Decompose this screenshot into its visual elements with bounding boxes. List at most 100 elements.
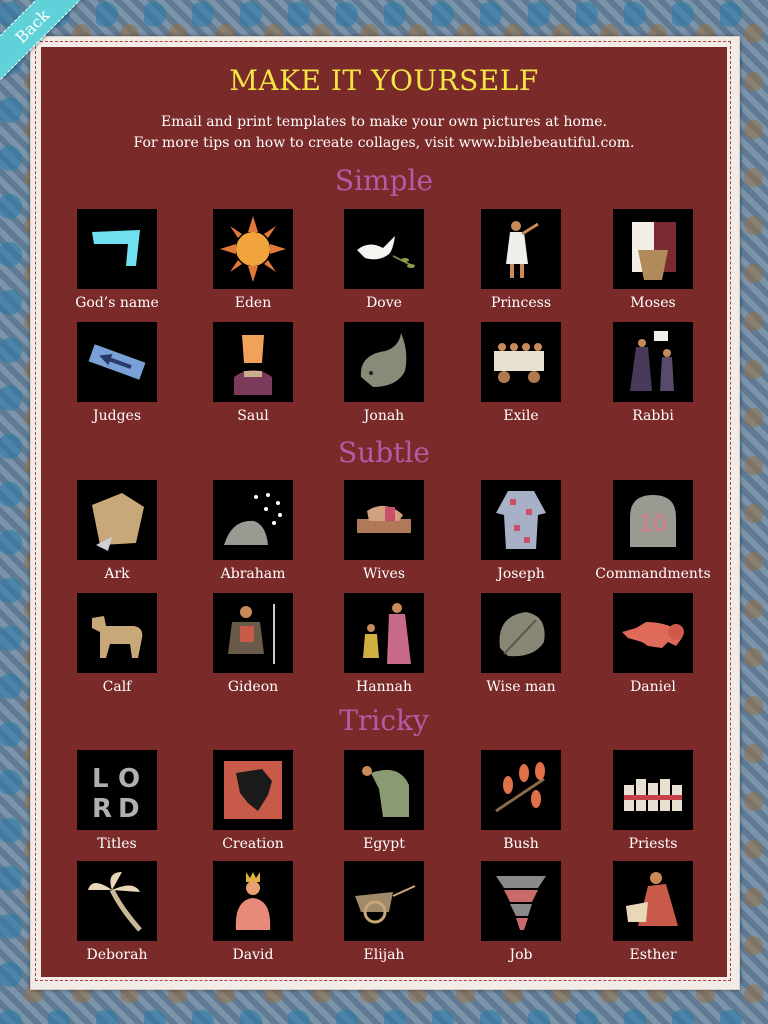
david-icon bbox=[213, 861, 293, 941]
template-label: Moses bbox=[630, 295, 676, 311]
template-titles[interactable]: L O R D Titles bbox=[52, 750, 182, 852]
template-priests[interactable]: Priests bbox=[588, 750, 718, 852]
map-icon bbox=[213, 750, 293, 830]
template-deborah[interactable]: Deborah bbox=[52, 861, 182, 963]
wives-icon bbox=[344, 480, 424, 560]
template-moses[interactable]: Moses bbox=[588, 209, 718, 311]
template-abraham[interactable]: Abraham bbox=[188, 480, 318, 582]
template-label: Jonah bbox=[363, 408, 405, 424]
description-line-2: For more tips on how to create collages,… bbox=[133, 135, 635, 151]
page-description: Email and print templates to make your o… bbox=[0, 112, 768, 154]
template-label: Ark bbox=[104, 566, 130, 582]
template-creation[interactable]: Creation bbox=[188, 750, 318, 852]
sun-icon bbox=[213, 209, 293, 289]
letter-o: O bbox=[118, 764, 140, 794]
template-saul[interactable]: Saul bbox=[188, 322, 318, 424]
template-label: Dove bbox=[366, 295, 402, 311]
template-joseph[interactable]: Joseph bbox=[456, 480, 586, 582]
template-daniel[interactable]: Daniel bbox=[588, 593, 718, 695]
template-esther[interactable]: Esther bbox=[588, 861, 718, 963]
palm-tree-icon bbox=[77, 861, 157, 941]
section-heading-simple: Simple bbox=[334, 164, 434, 197]
description-line-1: Email and print templates to make your o… bbox=[161, 114, 607, 130]
ark-icon bbox=[77, 480, 157, 560]
calf-icon bbox=[77, 593, 157, 673]
template-ark[interactable]: Ark bbox=[52, 480, 182, 582]
template-exile[interactable]: Exile bbox=[456, 322, 586, 424]
chariot-icon bbox=[344, 861, 424, 941]
template-calf[interactable]: Calf bbox=[52, 593, 182, 695]
template-label: Wives bbox=[363, 566, 405, 582]
esther-icon bbox=[613, 861, 693, 941]
template-label: Judges bbox=[92, 408, 142, 424]
template-label: Joseph bbox=[497, 566, 545, 582]
letter-l: L bbox=[92, 764, 109, 794]
template-label: Abraham bbox=[220, 566, 286, 582]
lion-icon bbox=[613, 593, 693, 673]
coat-icon bbox=[481, 480, 561, 560]
hannah-icon bbox=[344, 593, 424, 673]
letter-d: D bbox=[118, 794, 140, 824]
template-label: Gideon bbox=[227, 679, 279, 695]
template-label: Eden bbox=[234, 295, 272, 311]
template-wise-man[interactable]: Wise man bbox=[456, 593, 586, 695]
template-label: Creation bbox=[222, 836, 284, 852]
template-egypt[interactable]: Egypt bbox=[319, 750, 449, 852]
stars-icon bbox=[213, 480, 293, 560]
template-label: Rabbi bbox=[632, 408, 674, 424]
template-wives[interactable]: Wives bbox=[319, 480, 449, 582]
letter-r: R bbox=[92, 794, 112, 824]
section-heading-tricky: Tricky bbox=[339, 704, 429, 737]
template-label: Princess bbox=[490, 295, 552, 311]
template-hannah[interactable]: Hannah bbox=[319, 593, 449, 695]
priests-icon bbox=[613, 750, 693, 830]
template-princess[interactable]: Princess bbox=[456, 209, 586, 311]
template-label: Job bbox=[509, 947, 533, 963]
leaf-icon bbox=[481, 593, 561, 673]
commandments-number: 10 bbox=[639, 512, 667, 537]
cart-icon bbox=[481, 322, 561, 402]
page-title: MAKE IT YOURSELF bbox=[229, 64, 539, 97]
template-label: Hannah bbox=[356, 679, 412, 695]
tornado-icon bbox=[481, 861, 561, 941]
template-david[interactable]: David bbox=[188, 861, 318, 963]
template-label: Deborah bbox=[86, 947, 148, 963]
king-icon bbox=[213, 322, 293, 402]
template-dove[interactable]: Dove bbox=[319, 209, 449, 311]
gods-name-thumbnail bbox=[77, 209, 157, 289]
tablet-icon: 10 bbox=[613, 480, 693, 560]
template-label: Egypt bbox=[363, 836, 405, 852]
template-label: Exile bbox=[503, 408, 539, 424]
warrior-icon bbox=[213, 593, 293, 673]
template-eden[interactable]: Eden bbox=[188, 209, 318, 311]
moses-icon bbox=[613, 209, 693, 289]
template-rabbi[interactable]: Rabbi bbox=[588, 322, 718, 424]
template-label: Saul bbox=[237, 408, 269, 424]
template-job[interactable]: Job bbox=[456, 861, 586, 963]
arrow-sign-icon bbox=[77, 322, 157, 402]
template-label: Bush bbox=[503, 836, 539, 852]
section-heading-subtle: Subtle bbox=[338, 436, 430, 469]
template-label: God’s name bbox=[75, 295, 159, 311]
template-gods-name[interactable]: God’s name bbox=[52, 209, 182, 311]
template-label: Commandments bbox=[595, 566, 711, 582]
bush-icon bbox=[481, 750, 561, 830]
template-elijah[interactable]: Elijah bbox=[319, 861, 449, 963]
template-label: Titles bbox=[97, 836, 137, 852]
template-label: Calf bbox=[102, 679, 132, 695]
template-label: David bbox=[232, 947, 274, 963]
template-label: Elijah bbox=[363, 947, 405, 963]
template-label: Wise man bbox=[486, 679, 556, 695]
template-gideon[interactable]: Gideon bbox=[188, 593, 318, 695]
template-label: Esther bbox=[629, 947, 677, 963]
template-jonah[interactable]: Jonah bbox=[319, 322, 449, 424]
template-label: Priests bbox=[628, 836, 678, 852]
letters-icon: L O R D bbox=[77, 750, 157, 830]
dove-icon bbox=[344, 209, 424, 289]
template-judges[interactable]: Judges bbox=[52, 322, 182, 424]
princess-icon bbox=[481, 209, 561, 289]
template-bush[interactable]: Bush bbox=[456, 750, 586, 852]
egypt-icon bbox=[344, 750, 424, 830]
template-label: Daniel bbox=[630, 679, 676, 695]
template-commandments[interactable]: 10 Commandments bbox=[588, 480, 718, 582]
